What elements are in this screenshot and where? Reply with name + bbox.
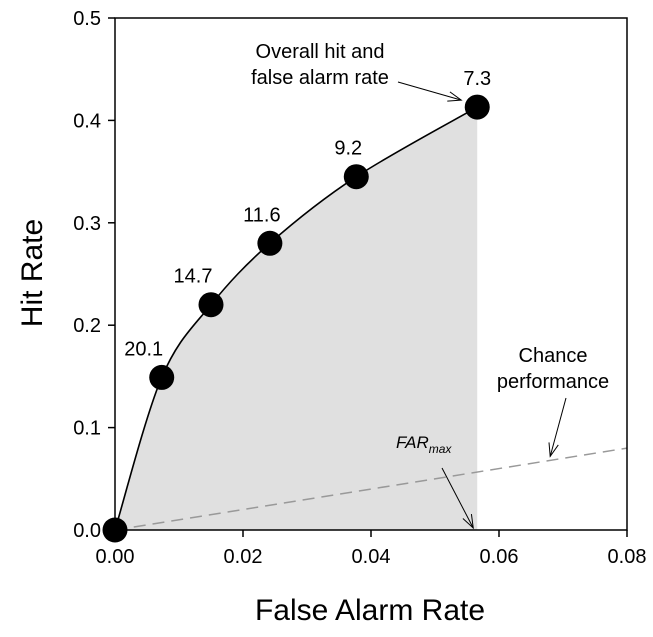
y-tick-label: 0.0 — [73, 520, 101, 542]
x-tick-label: 0.06 — [480, 546, 519, 568]
x-tick-label: 0.00 — [96, 546, 135, 568]
data-point — [257, 230, 283, 256]
data-point — [343, 164, 369, 190]
chance-annotation-line1: Chance — [519, 345, 588, 367]
chance-line — [114, 447, 628, 531]
y-tick-label: 0.1 — [73, 418, 101, 440]
x-tick-label: 0.04 — [352, 546, 391, 568]
chance-arrow — [549, 397, 567, 457]
chance-arrow-head — [548, 442, 559, 458]
data-point-label: 11.6 — [243, 204, 280, 226]
data-point — [149, 364, 175, 390]
overall-annotation-line1: Overall hit and — [256, 41, 385, 63]
x-tick-label: 0.08 — [608, 546, 647, 568]
far-max-arrow-head — [462, 514, 474, 530]
y-axis-title: Hit Rate — [16, 219, 49, 327]
y-tick-label: 0.5 — [73, 8, 101, 30]
far-max-subscript: max — [429, 442, 453, 456]
far-max-main: FAR — [396, 433, 429, 452]
y-tick-label: 0.4 — [73, 110, 101, 132]
data-point — [198, 292, 224, 318]
area-under-curve — [115, 107, 478, 530]
roc-curve — [114, 106, 478, 531]
data-point — [464, 94, 490, 120]
y-tick-label: 0.2 — [73, 315, 101, 337]
data-point-label: 20.1 — [124, 338, 163, 360]
data-point-label: 7.3 — [463, 68, 491, 90]
y-tick-label: 0.3 — [73, 213, 101, 235]
overall-arrow — [397, 81, 462, 101]
data-point-label: 9.2 — [334, 138, 362, 160]
x-axis-title: False Alarm Rate — [255, 594, 485, 627]
x-tick-label: 0.02 — [224, 546, 263, 568]
data-point — [102, 517, 128, 543]
far-max-arrow — [441, 467, 474, 529]
data-point-label: 14.7 — [174, 266, 213, 288]
overall-arrow-head — [447, 91, 463, 102]
far-max-annotation: FARmax — [396, 433, 452, 456]
overall-annotation-line2: false alarm rate — [251, 67, 389, 89]
chance-annotation-line2: performance — [497, 371, 609, 393]
